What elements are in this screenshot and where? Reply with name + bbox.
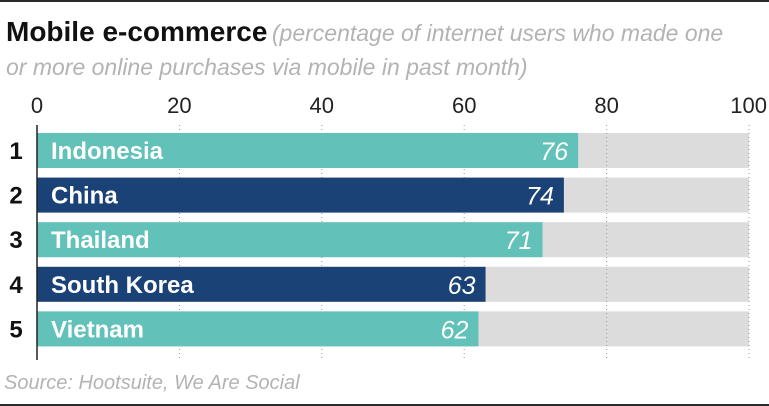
x-tick-label: 0 — [31, 93, 43, 118]
source-note: Source: Hootsuite, We Are Social — [4, 372, 300, 394]
category-label: China — [51, 183, 118, 210]
category-label: South Korea — [51, 272, 194, 299]
chart-heading: Mobile e-commerce (percentage of interne… — [6, 16, 746, 86]
x-tick-label: 60 — [452, 93, 476, 118]
value-label: 62 — [441, 316, 469, 344]
bottom-rule — [0, 404, 769, 406]
rank-label: 4 — [9, 272, 23, 299]
rank-label: 2 — [9, 183, 22, 210]
chart-subtitle: (percentage of internet users who made o… — [6, 20, 724, 80]
bar — [37, 222, 543, 258]
value-label: 76 — [540, 138, 568, 166]
rank-label: 5 — [9, 316, 22, 343]
top-rule — [0, 0, 769, 2]
value-label: 74 — [526, 183, 554, 211]
bar — [37, 133, 579, 168]
x-tick-label: 80 — [594, 93, 618, 118]
bar — [37, 266, 486, 302]
bar — [37, 311, 479, 347]
category-label: Thailand — [51, 227, 150, 254]
x-tick-label: 40 — [310, 93, 334, 118]
chart-title: Mobile e-commerce — [6, 16, 268, 47]
x-tick-label: 100 — [730, 93, 767, 118]
category-label: Indonesia — [51, 138, 164, 165]
category-label: Vietnam — [51, 316, 144, 343]
rank-label: 1 — [9, 138, 22, 165]
rank-label: 3 — [9, 227, 22, 254]
bar — [37, 177, 564, 213]
value-label: 63 — [448, 272, 476, 300]
value-label: 71 — [505, 227, 533, 255]
x-tick-label: 20 — [167, 93, 191, 118]
